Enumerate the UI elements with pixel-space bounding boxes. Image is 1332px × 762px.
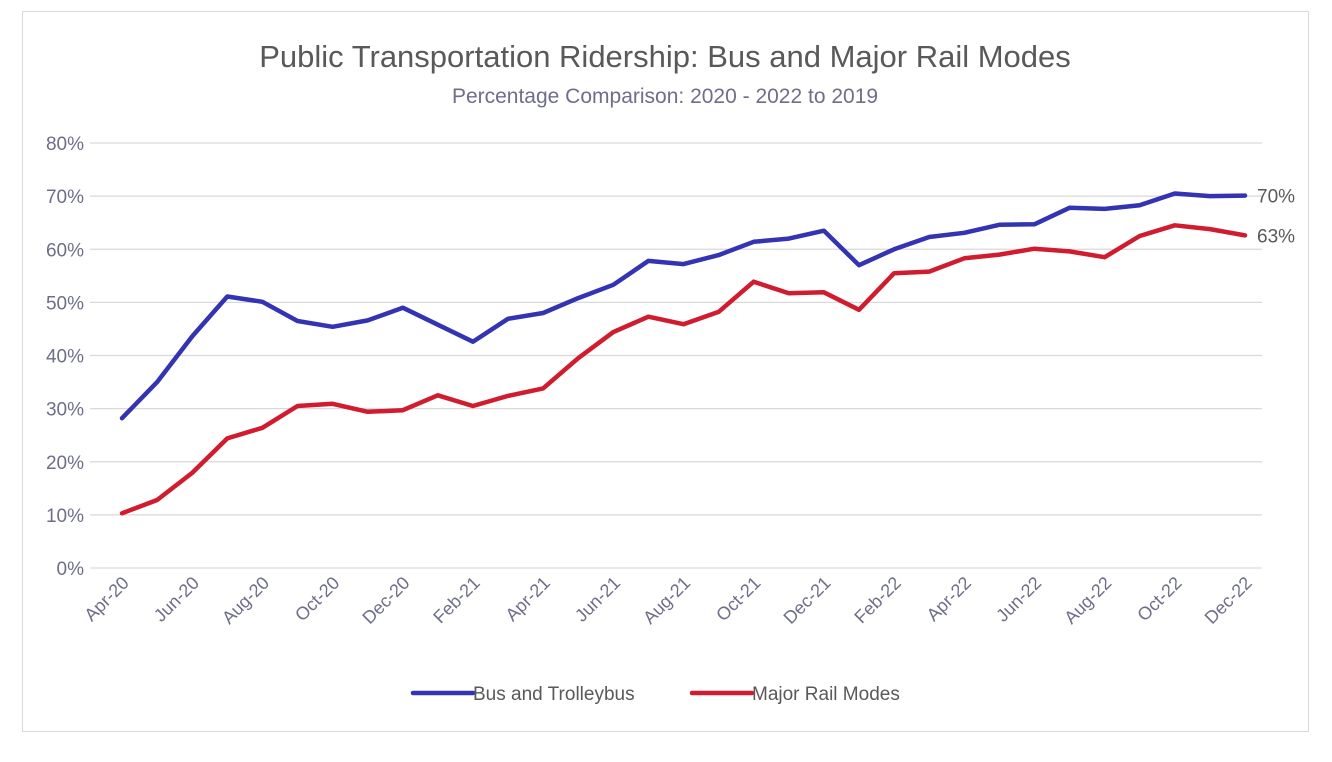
y-tick-label: 20% [46, 453, 84, 474]
y-tick-label: 50% [46, 293, 84, 314]
x-tick-label: Apr-21 [502, 573, 554, 625]
y-axis-ticks: 0% 10% 20% 30% 40% 50% 60% 70% 80% [46, 134, 84, 580]
x-tick-label: Jun-20 [150, 573, 203, 626]
x-tick-label: Dec-22 [1201, 573, 1256, 628]
end-labels: 70% 63% [1257, 187, 1295, 248]
chart-title: Public Transportation Ridership: Bus and… [259, 39, 1071, 74]
y-tick-label: 60% [46, 240, 84, 261]
x-tick-label: Aug-22 [1060, 573, 1115, 628]
series-lines [119, 191, 1248, 516]
x-tick-label: Aug-21 [639, 573, 694, 628]
series-line-bus-and-trolleybus [119, 191, 1248, 421]
chart-frame [22, 11, 1309, 732]
end-label-major-rail-modes: 63% [1257, 226, 1295, 247]
y-tick-label: 80% [46, 134, 84, 155]
x-axis-ticks: Apr-20 Jun-20 Aug-20 Oct-20 Dec-20 Feb-21 Apr-… [80, 573, 1255, 628]
series-line-major-rail-modes [119, 223, 1248, 516]
y-tick-label: 30% [46, 400, 84, 421]
x-tick-label: Aug-20 [218, 573, 273, 628]
x-tick-label: Jun-22 [992, 573, 1045, 626]
y-tick-label: 0% [57, 559, 85, 580]
x-tick-label: Jun-21 [571, 573, 624, 626]
y-tick-label: 10% [46, 506, 84, 527]
y-tick-label: 70% [46, 187, 84, 208]
x-tick-label: Feb-21 [429, 573, 483, 627]
end-label-bus-and-trolleybus: 70% [1257, 187, 1295, 208]
x-tick-label: Apr-20 [80, 573, 132, 625]
chart-subtitle: Percentage Comparison: 2020 - 2022 to 20… [452, 85, 878, 108]
x-tick-label: Oct-20 [291, 573, 343, 625]
legend-label-major-rail-modes: Major Rail Modes [752, 684, 900, 705]
legend-label-bus-and-trolleybus: Bus and Trolleybus [473, 684, 635, 705]
x-tick-label: Dec-20 [358, 573, 413, 628]
legend: Bus and Trolleybus Major Rail Modes [410, 684, 900, 705]
x-tick-label: Feb-22 [850, 573, 904, 627]
x-tick-label: Dec-21 [780, 573, 835, 628]
y-tick-label: 40% [46, 347, 84, 368]
x-tick-label: Apr-22 [923, 573, 975, 625]
x-tick-label: Oct-22 [1133, 573, 1185, 625]
x-tick-label: Oct-21 [712, 573, 764, 625]
